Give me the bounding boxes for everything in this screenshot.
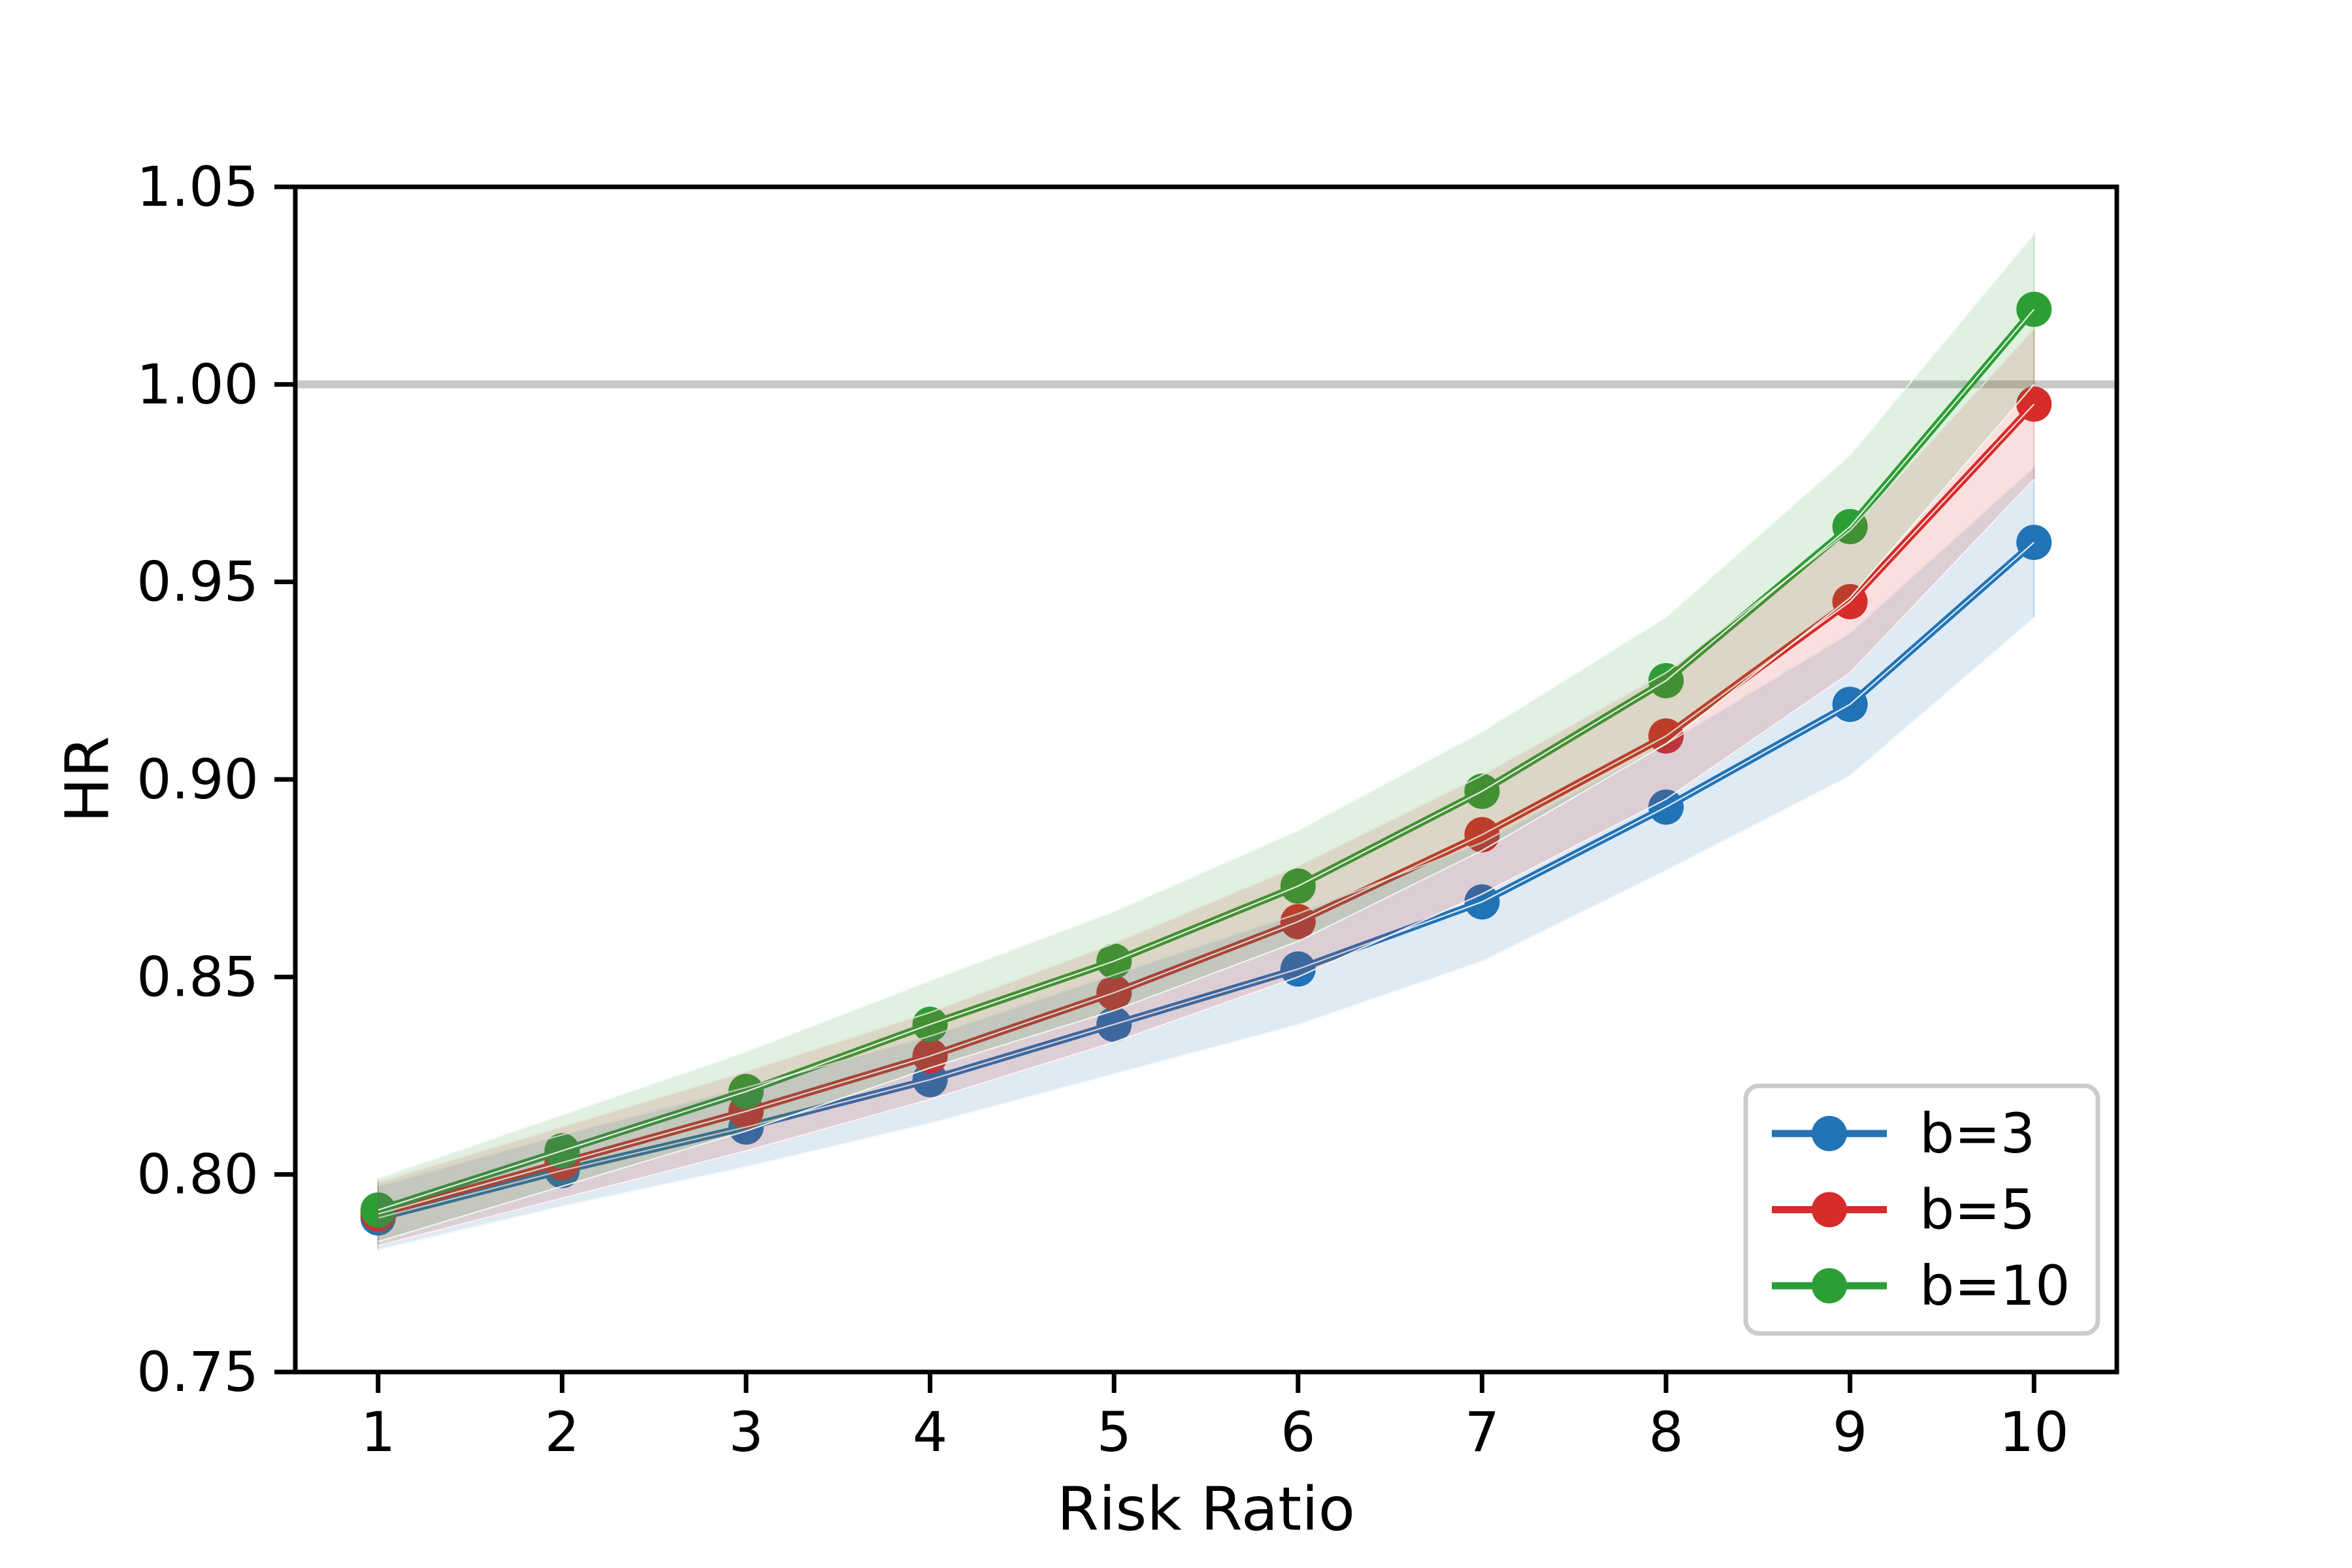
legend-label-b-3: b=3 [1919, 1102, 2035, 1166]
legend-marker-b-3 [1812, 1116, 1847, 1151]
y-tick-label-0.95: 0.95 [137, 550, 259, 614]
y-tick-label-0.90: 0.90 [137, 747, 259, 811]
legend-label-b-5: b=5 [1919, 1178, 2035, 1242]
y-axis-title: HR [53, 736, 123, 823]
legend-label-b-10: b=10 [1919, 1254, 2070, 1318]
x-tick-label-3: 3 [728, 1400, 763, 1464]
band-seam-upper-b-10 [378, 233, 2035, 1179]
x-tick-label-4: 4 [913, 1400, 947, 1464]
y-tick-label-0.85: 0.85 [137, 945, 259, 1009]
band-seam-center-b-3 [378, 542, 2034, 1219]
band-seam-center-b-5 [378, 403, 2035, 1215]
x-tick-label-8: 8 [1648, 1400, 1683, 1464]
x-tick-label-6: 6 [1281, 1400, 1315, 1464]
band-seam-lower-b-10 [378, 384, 2035, 1243]
confidence-band-b-3 [377, 465, 2035, 1251]
x-tick-label-10: 10 [1999, 1400, 2069, 1464]
confidence-band-b-5 [377, 327, 2035, 1247]
axes: 0.75 0.80 0.85 0.90 0.95 1.00 1.05 1 2 3 4 5 6 7 8 9 10 [137, 155, 2119, 1464]
x-tick-label-2: 2 [545, 1400, 580, 1464]
x-tick-label-7: 7 [1465, 1400, 1499, 1464]
y-tick-label-0.75: 0.75 [137, 1340, 259, 1404]
y-tick-label-1.00: 1.00 [137, 352, 259, 416]
legend-entry-b-3: b=3 [1772, 1102, 2035, 1166]
y-tick-label-0.80: 0.80 [137, 1143, 259, 1207]
band-seam-upper-b-5 [378, 328, 2035, 1183]
confidence-band-b-10 [377, 232, 2035, 1243]
band-seam-lower-b-3 [378, 617, 2034, 1250]
band-seam-center-b-10 [378, 308, 2035, 1211]
band-seam-lower-b-5 [378, 478, 2035, 1247]
legend: b=3 b=5 b=10 [1743, 1083, 2100, 1336]
x-tick-label-5: 5 [1096, 1400, 1131, 1464]
legend-marker-b-10 [1812, 1268, 1847, 1303]
plot-area: 0.75 0.80 0.85 0.90 0.95 1.00 1.05 1 2 3 4 5 6 7 8 9 10 b… [137, 155, 2119, 1464]
y-tick-label-1.05: 1.05 [137, 155, 259, 219]
x-tick-label-9: 9 [1833, 1400, 1867, 1464]
x-axis-title: Risk Ratio [1057, 1475, 1355, 1544]
legend-marker-b-5 [1812, 1192, 1847, 1228]
x-tick-label-1: 1 [361, 1400, 395, 1464]
band-seam-upper-b-3 [378, 466, 2035, 1187]
legend-entry-b-10: b=10 [1772, 1254, 2070, 1318]
legend-entry-b-5: b=5 [1772, 1178, 2035, 1242]
